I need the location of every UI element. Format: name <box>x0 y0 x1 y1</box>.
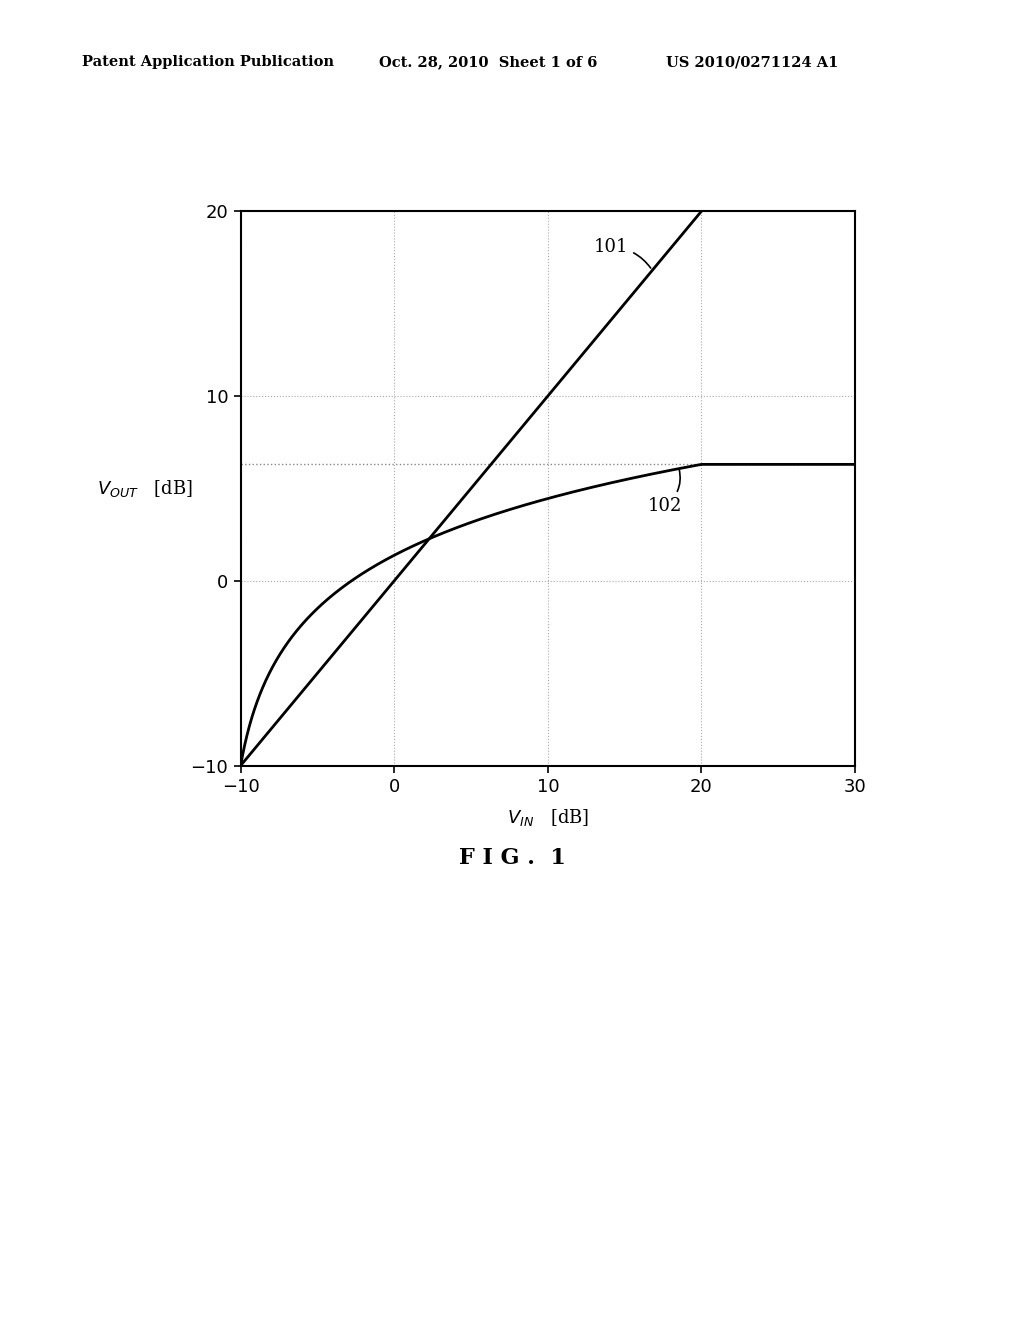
Text: Oct. 28, 2010  Sheet 1 of 6: Oct. 28, 2010 Sheet 1 of 6 <box>379 55 597 70</box>
Text: 102: 102 <box>648 469 682 515</box>
Text: F I G .  1: F I G . 1 <box>459 847 565 869</box>
Text: $V_{OUT}$   [dB]: $V_{OUT}$ [dB] <box>97 478 194 499</box>
X-axis label: $V_{IN}$   [dB]: $V_{IN}$ [dB] <box>507 808 589 828</box>
Text: 101: 101 <box>594 238 650 268</box>
Text: US 2010/0271124 A1: US 2010/0271124 A1 <box>666 55 838 70</box>
Text: Patent Application Publication: Patent Application Publication <box>82 55 334 70</box>
